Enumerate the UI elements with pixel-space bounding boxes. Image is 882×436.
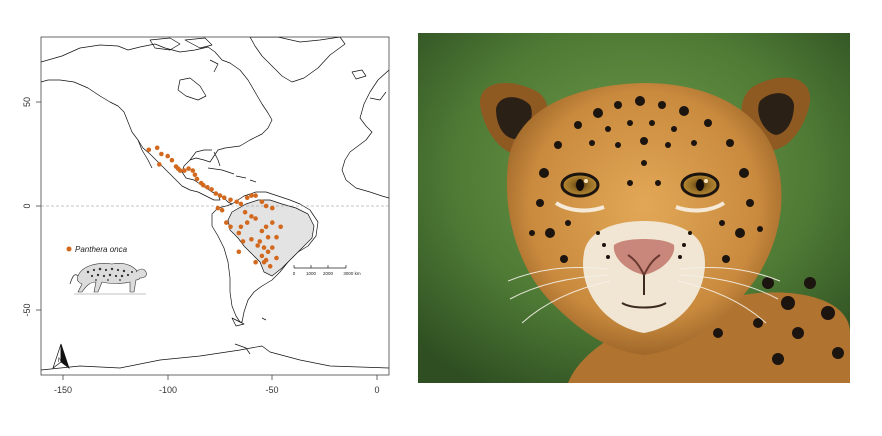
occurrence-point: [255, 243, 260, 248]
occurrence-point: [205, 185, 210, 190]
x-tick-label: -100: [159, 385, 177, 395]
occurrence-point: [265, 249, 271, 255]
jaguar-photo: [418, 33, 850, 383]
occurrence-point: [219, 207, 225, 213]
occurrence-point: [242, 209, 248, 215]
occurrence-point: [159, 151, 164, 157]
occurrence-point: [186, 166, 191, 171]
x-axis: [62, 375, 378, 380]
occurrence-point: [238, 201, 244, 207]
scale-label: 3000 km: [343, 271, 361, 276]
occurrence-point: [257, 239, 263, 244]
scale-label: 0: [293, 271, 296, 276]
occurrence-point: [274, 234, 279, 240]
x-tick-label: 0: [374, 385, 379, 395]
y-tick-label: 50: [22, 97, 32, 107]
occurrence-point: [240, 239, 246, 244]
jaguar-illustration: [69, 262, 147, 295]
occurrence-point: [228, 197, 233, 203]
north-arrow-icon: [52, 343, 70, 369]
jaguar-photo-art: [418, 33, 850, 383]
occurrence-point: [259, 253, 265, 259]
occurrence-point: [270, 220, 275, 225]
occurrence-point: [261, 245, 267, 250]
x-tick-label: -150: [54, 385, 72, 395]
occurrence-point: [221, 195, 227, 200]
occurrence-point: [263, 224, 269, 230]
occurrence-point: [217, 193, 223, 198]
occurrence-point: [194, 176, 200, 182]
occurrence-point: [249, 237, 254, 242]
occurrence-point: [224, 220, 229, 225]
occurrence-point: [154, 145, 160, 151]
occurrence-point: [209, 187, 214, 192]
occurrence-point: [169, 157, 175, 163]
occurrence-point: [259, 199, 265, 205]
brazil-region: [227, 199, 315, 277]
occurrence-point: [236, 249, 242, 255]
x-tick-label: -50: [265, 385, 278, 395]
occurrence-point: [259, 228, 265, 234]
occurrence-point: [228, 224, 233, 230]
occurrence-point: [215, 205, 221, 211]
scale-label: 1000: [306, 271, 317, 276]
occurrence-point: [175, 166, 181, 171]
occurrence-point: [267, 264, 273, 269]
occurrence-point: [190, 168, 196, 173]
y-tick-label: 0: [22, 203, 32, 208]
legend-marker: [66, 246, 72, 252]
occurrence-point: [192, 172, 198, 178]
occurrence-point: [238, 224, 244, 230]
occurrence-point: [253, 259, 258, 265]
occurrence-point: [213, 191, 219, 196]
occurrence-point: [263, 203, 269, 209]
occurrence-point: [261, 259, 267, 265]
occurrence-point: [249, 214, 254, 219]
north-label: N: [58, 358, 62, 364]
occurrence-point: [274, 255, 279, 261]
occurrence-point: [265, 234, 271, 240]
y-axis: [36, 101, 41, 311]
occurrence-point: [270, 245, 275, 250]
occurrence-point: [253, 193, 258, 198]
occurrence-point: [249, 193, 254, 198]
scale-bar: [293, 265, 347, 269]
occurrence-point: [234, 199, 239, 205]
occurrence-point: [236, 230, 242, 236]
occurrence-point: [201, 182, 206, 188]
occurrence-points: [146, 145, 284, 269]
coastlines: [41, 37, 389, 371]
occurrence-point: [244, 195, 250, 200]
y-tick-label: -50: [22, 303, 32, 316]
occurrence-point: [253, 216, 258, 221]
occurrence-point: [244, 220, 250, 225]
map-figure: 50 0 -50 -150 -100 -50 0 Panthera onca: [22, 36, 390, 395]
occurrence-point: [278, 224, 284, 230]
occurrence-point: [182, 168, 187, 173]
occurrence-point: [270, 205, 275, 211]
occurrence-point: [157, 162, 162, 167]
scale-label: 2000: [323, 271, 334, 276]
occurrence-point: [165, 153, 170, 159]
occurrence-point: [146, 147, 152, 153]
occurrence-map: 50 0 -50 -150 -100 -50 0 Panthera onca: [0, 0, 400, 436]
legend-label: Panthera onca: [75, 245, 128, 254]
